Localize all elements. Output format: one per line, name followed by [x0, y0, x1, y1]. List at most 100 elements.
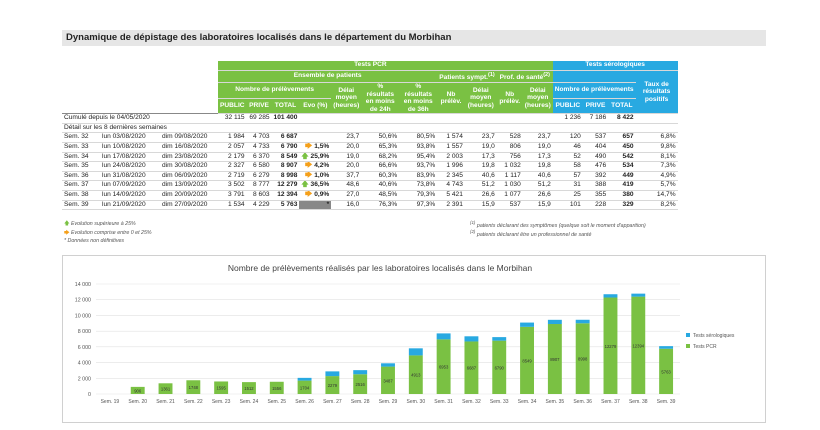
- cell-p36: 97,3%: [399, 200, 438, 211]
- cell-tot: 12 279: [271, 180, 300, 191]
- cumul-sero-total: 8 422: [608, 113, 636, 124]
- cell-sd: 40,6: [464, 171, 497, 182]
- cell-tot: 5 763: [271, 200, 300, 211]
- cell-delai: 20,0: [331, 142, 362, 153]
- cell-p36: 93,7%: [399, 161, 438, 172]
- cell-s_pri: 392: [582, 171, 609, 182]
- cell-from: lun 07/09/2020: [100, 180, 160, 191]
- cell-taux: 8,1%: [635, 152, 678, 163]
- cell-s_tot: 419: [608, 180, 636, 191]
- cell-from: lun 21/09/2020: [100, 200, 160, 211]
- table-row: Sem. 32 lun 03/08/2020 dim 09/08/2020 1 984…: [62, 132, 678, 143]
- page-title: Dynamique de dépistage des laboratoires …: [62, 30, 766, 46]
- cell-to: dim 06/09/2020: [160, 171, 218, 182]
- cell-pub: 2 327: [218, 161, 247, 172]
- cell-evo: 🡆 0,9%: [299, 190, 332, 201]
- cell-to: dim 16/08/2020: [160, 142, 218, 153]
- cell-evo: 🡅 36,5%: [299, 180, 332, 191]
- note-2: (2) patients déclarant être un professio…: [470, 229, 592, 238]
- table-row: Sem. 36 lun 31/08/2020 dim 06/09/2020 2 719…: [62, 171, 678, 182]
- cumul-sero-public: 1 236: [552, 113, 583, 124]
- cell-pd: 17,3: [522, 152, 553, 163]
- cumul-label: Cumulé depuis le 04/05/2020: [62, 113, 218, 124]
- table-row: Sem. 37 lun 07/09/2020 dim 13/09/2020 3 502…: [62, 180, 678, 191]
- cell-sem: Sem. 32: [62, 132, 100, 143]
- cell-s_pub: 46: [552, 142, 583, 153]
- cell-s_pri: 490: [582, 152, 609, 163]
- cell-p24: 68,2%: [361, 152, 400, 163]
- cell-s_tot: 542: [608, 152, 636, 163]
- cell-s_pri: 404: [582, 142, 609, 153]
- cell-tot: 6 687: [271, 132, 300, 143]
- cell-sn: 1 996: [437, 161, 465, 172]
- cell-pub: 1 534: [218, 200, 247, 211]
- cell-evo: 🡆 1,0%: [299, 171, 332, 182]
- evo-header: Evo (%): [299, 98, 332, 115]
- cumul-sero-prive: 7 186: [582, 113, 609, 124]
- cell-delai: 27,0: [331, 190, 362, 201]
- note-right: 🡆 Evolution comprise entre 0 et 25%: [64, 230, 152, 236]
- cell-evo: [299, 132, 332, 143]
- cumul-prive: 69 285: [246, 113, 272, 124]
- sero-total-header: TOTAL: [608, 98, 636, 115]
- cell-s_pri: 228: [582, 200, 609, 211]
- cell-pri: 4 703: [246, 132, 272, 143]
- cell-pd: 19,0: [522, 142, 553, 153]
- table-row: Sem. 35 lun 24/08/2020 dim 30/08/2020 2 327…: [62, 161, 678, 172]
- cell-s_tot: 380: [608, 190, 636, 201]
- cumul-public: 32 115: [218, 113, 247, 124]
- prof-delai-header: Délai moyen (heures): [522, 82, 553, 115]
- cell-from: lun 17/08/2020: [100, 152, 160, 163]
- cell-pri: 4 733: [246, 142, 272, 153]
- cell-p24: 65,3%: [361, 142, 400, 153]
- pcr-table: Tests PCR Tests sérologiques Ensemble de…: [62, 61, 678, 211]
- cell-delai: 37,7: [331, 171, 362, 182]
- cell-sem: Sem. 38: [62, 190, 100, 201]
- cell-pd: 23,7: [522, 132, 553, 143]
- cell-evo: 🡆 4,2%: [299, 161, 332, 172]
- table-row: Sem. 33 lun 10/08/2020 dim 16/08/2020 2 057…: [62, 142, 678, 153]
- cell-s_pub: 25: [552, 190, 583, 201]
- cell-to: dim 09/08/2020: [160, 132, 218, 143]
- nb-prel-header: Nombre de prélèvements: [218, 82, 332, 99]
- cell-s_pub: 31: [552, 180, 583, 191]
- cell-sn: 1 557: [437, 142, 465, 153]
- cell-pn: 756: [496, 152, 523, 163]
- note-up: 🡅 Evolution supérieure à 25%: [64, 221, 136, 227]
- cell-to: dim 20/09/2020: [160, 190, 218, 201]
- cell-delai: 16,0: [331, 200, 362, 211]
- cell-sd: 51,2: [464, 180, 497, 191]
- cell-pn: 806: [496, 142, 523, 153]
- cell-sd: 26,6: [464, 190, 497, 201]
- cell-pd: 15,9: [522, 200, 553, 211]
- cell-tot: 6 790: [271, 142, 300, 153]
- table-row: Sem. 34 lun 17/08/2020 dim 23/08/2020 2 179…: [62, 152, 678, 163]
- cell-from: lun 03/08/2020: [100, 132, 160, 143]
- symp-delai-header: Délai moyen (heures): [464, 82, 497, 115]
- cell-delai: 23,7: [331, 132, 362, 143]
- cell-sn: 2 345: [437, 171, 465, 182]
- cell-pri: 6 370: [246, 152, 272, 163]
- cell-s_pri: 388: [582, 180, 609, 191]
- arrow-right-icon: 🡆: [305, 171, 315, 179]
- cell-s_tot: 534: [608, 161, 636, 172]
- cell-sn: 4 743: [437, 180, 465, 191]
- cell-taux: 5,7%: [635, 180, 678, 191]
- delai-header: Délai moyen (heures): [331, 82, 362, 115]
- note-star: * Données non définitives: [64, 238, 125, 244]
- pct36-header: % résultats en moins de 36h: [399, 82, 438, 115]
- cell-pub: 1 984: [218, 132, 247, 143]
- arrow-up-icon: 🡅: [64, 221, 70, 227]
- cell-to: dim 13/09/2020: [160, 180, 218, 191]
- arrow-up-icon: 🡅: [301, 181, 311, 189]
- prive-header: PRIVE: [246, 98, 272, 115]
- cell-pub: 2 057: [218, 142, 247, 153]
- cell-pub: 2 179: [218, 152, 247, 163]
- note-1: (1) patients déclarant des symptômes (qu…: [470, 220, 646, 229]
- arrow-right-icon: 🡆: [64, 230, 70, 236]
- ensemble-header: Ensemble de patients: [218, 70, 438, 84]
- cell-pn: 1 117: [496, 171, 523, 182]
- cell-pub: 3 502: [218, 180, 247, 191]
- cell-pri: 6 279: [246, 171, 272, 182]
- cell-p36: 79,3%: [399, 190, 438, 201]
